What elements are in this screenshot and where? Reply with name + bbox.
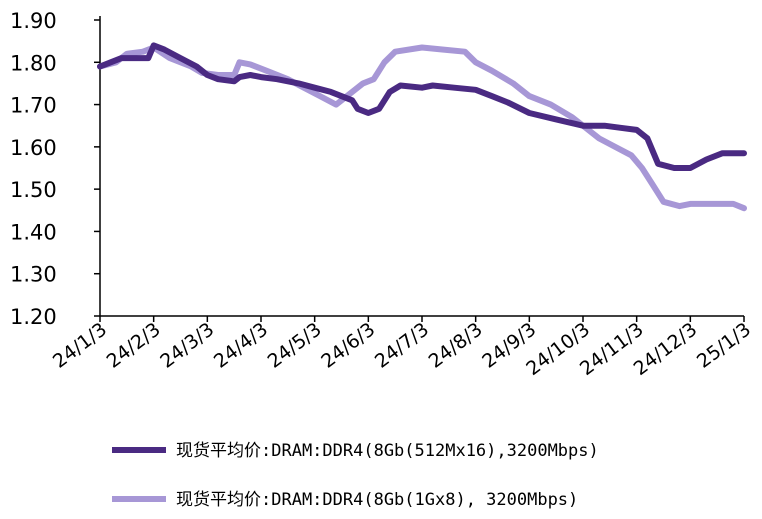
y-tick-label: 1.90 bbox=[10, 9, 57, 33]
y-tick-label: 1.20 bbox=[10, 305, 57, 329]
y-tick-label: 1.40 bbox=[10, 220, 57, 244]
series-line-2 bbox=[97, 44, 747, 212]
x-axis: 24/1/324/2/324/3/324/4/324/5/324/6/324/7… bbox=[49, 315, 755, 380]
y-tick-label: 1.50 bbox=[10, 178, 57, 202]
x-tick-label: 24/5/3 bbox=[264, 318, 326, 372]
x-tick-label: 24/3/3 bbox=[156, 318, 218, 372]
legend: 现货平均价:DRAM:DDR4(8Gb(512Mx16),3200Mbps) 现货… bbox=[112, 441, 599, 510]
y-tick-label: 1.60 bbox=[10, 136, 57, 160]
x-tick-label: 24/2/3 bbox=[103, 318, 165, 372]
y-tick-label: 1.70 bbox=[10, 94, 57, 118]
x-tick-label: 25/1/3 bbox=[693, 318, 755, 372]
legend-label-2: 现货平均价:DRAM:DDR4(8Gb(1Gx8), 3200Mbps) bbox=[176, 490, 578, 510]
x-tick-label: 24/6/3 bbox=[317, 318, 379, 372]
series-layer bbox=[97, 42, 747, 212]
x-tick-label: 24/7/3 bbox=[371, 318, 433, 372]
x-tick-label: 24/1/3 bbox=[49, 318, 111, 372]
x-tick-label: 24/8/3 bbox=[425, 318, 487, 372]
x-tick-label: 24/4/3 bbox=[210, 318, 272, 372]
y-tick-label: 1.80 bbox=[10, 51, 57, 75]
y-tick-label: 1.30 bbox=[10, 263, 57, 287]
legend-label-1: 现货平均价:DRAM:DDR4(8Gb(512Mx16),3200Mbps) bbox=[176, 441, 599, 461]
y-axis: 1.20 1.30 1.40 1.50 1.60 1.70 1.80 1.90 bbox=[10, 9, 101, 329]
series-line-1 bbox=[97, 42, 747, 171]
